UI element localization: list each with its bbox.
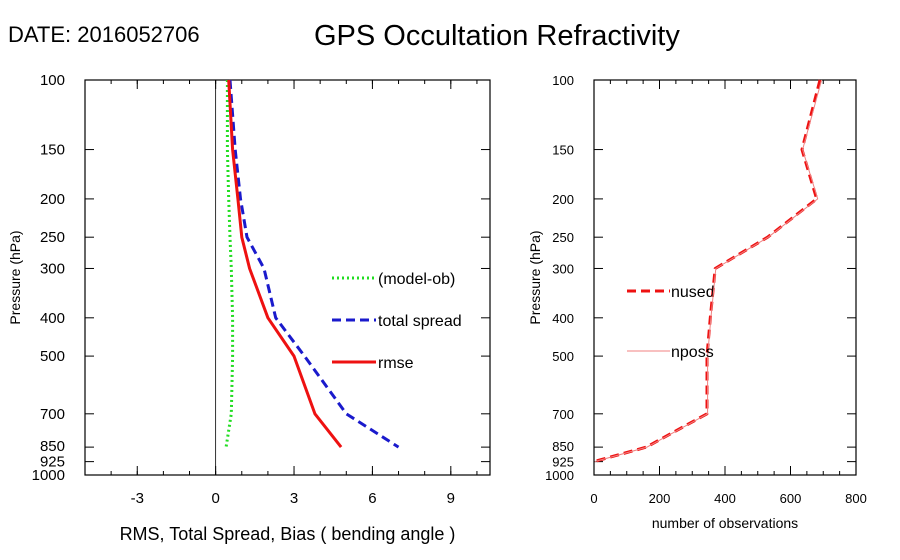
y-tick-label: 250 — [40, 229, 65, 246]
y-tick-label: 100 — [552, 73, 574, 88]
legend-label: rmse — [378, 355, 414, 372]
y-tick-label: 200 — [552, 192, 574, 207]
series-line-nused — [593, 79, 822, 464]
y-axis-label: Pressure (hPa) — [7, 230, 23, 324]
y-tick-label: 100 — [40, 72, 65, 89]
y-tick-label: 925 — [40, 454, 65, 471]
y-tick-label: 925 — [552, 455, 574, 470]
x-tick-label: 800 — [845, 491, 867, 506]
x-tick-label: 0 — [590, 491, 597, 506]
y-tick-label: 700 — [552, 407, 574, 422]
chart-title: GPS Occultation Refractivity — [314, 20, 680, 52]
x-tick-label: 0 — [211, 490, 219, 507]
x-axis-label: RMS, Total Spread, Bias ( bending angle … — [120, 524, 456, 544]
x-tick-label: 400 — [714, 491, 736, 506]
y-tick-label: 250 — [552, 230, 574, 245]
x-tick-label: 3 — [290, 490, 298, 507]
x-tick-label: 600 — [780, 491, 802, 506]
y-tick-label: 1000 — [32, 467, 65, 484]
x-tick-label: 200 — [649, 491, 671, 506]
x-tick-label: -3 — [131, 490, 144, 507]
x-tick-label: 6 — [368, 490, 376, 507]
y-tick-label: 1000 — [545, 468, 574, 483]
series-line-rmse — [227, 79, 343, 449]
legend-label: total spread — [378, 313, 462, 330]
series-line-nposs — [594, 79, 823, 463]
x-tick-label: 9 — [447, 490, 455, 507]
y-tick-label: 700 — [40, 406, 65, 423]
chart-panel-1: -3 0 3 6 9 100 150 200 250 300 400 500 700 8509251000… — [7, 72, 491, 544]
plot-frame — [84, 79, 491, 476]
series-line-totalspread — [228, 79, 400, 449]
y-tick-label: 300 — [552, 261, 574, 276]
plot-frame — [593, 79, 857, 476]
y-tick-label: 850 — [40, 438, 65, 455]
y-tick-label: 850 — [552, 439, 574, 454]
x-axis-label: number of observations — [652, 515, 798, 531]
y-tick-label: 300 — [40, 260, 65, 277]
y-tick-label: 500 — [552, 349, 574, 364]
legend-label: (model-ob) — [378, 271, 455, 288]
y-tick-label: 400 — [552, 311, 574, 326]
series-line-modelob — [224, 80, 235, 448]
y-tick-label: 200 — [40, 191, 65, 208]
date-label: DATE: 2016052706 — [8, 22, 200, 47]
y-tick-label: 150 — [552, 143, 574, 158]
y-tick-label: 400 — [40, 310, 65, 327]
chart-panel-2: 0 200 400 600 800 100 150 200 250 300 400 500 700 850… — [527, 73, 867, 531]
legend-label: nused — [671, 284, 715, 301]
legend-label: nposs — [671, 344, 714, 361]
y-axis-label: Pressure (hPa) — [527, 230, 543, 324]
y-tick-label: 150 — [40, 142, 65, 159]
y-tick-label: 500 — [40, 348, 65, 365]
